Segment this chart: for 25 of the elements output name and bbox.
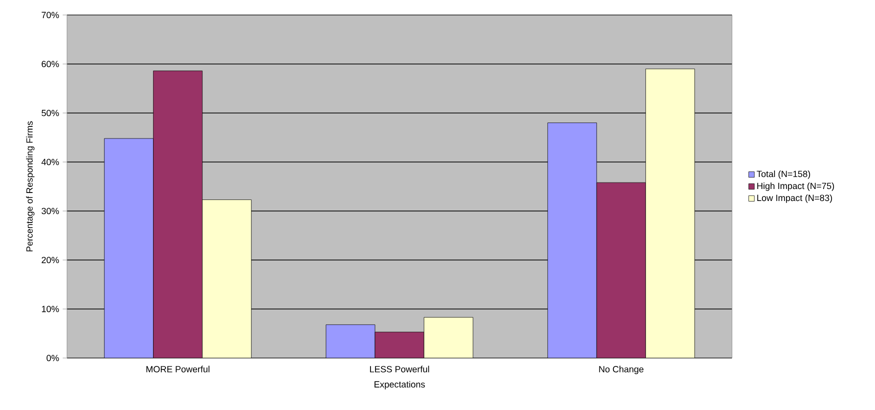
x-tick-label: MORE Powerful	[146, 366, 210, 372]
bar	[374, 332, 424, 358]
bar	[596, 182, 646, 358]
bar	[326, 324, 376, 358]
y-tick-label: 20%	[42, 256, 59, 264]
y-axis-title: Percentage of Responding Firms	[26, 121, 34, 252]
y-tick-label: 10%	[42, 306, 59, 312]
x-axis-title: Expectations	[374, 380, 425, 390]
y-tick-label: 30%	[42, 208, 59, 214]
y-tick-label: 40%	[41, 158, 59, 166]
y-tick-label: 60%	[42, 60, 59, 68]
bar	[547, 122, 597, 358]
x-tick-label: LESS Powerful	[370, 366, 430, 372]
bar	[153, 70, 203, 358]
legend-label: High Impact (N=75)	[757, 182, 834, 191]
y-tick-label: 70%	[42, 12, 59, 18]
legend-label: Low Impact (N=83)	[757, 194, 832, 203]
bar	[424, 317, 474, 358]
bar	[202, 200, 252, 358]
y-tick-label: 50%	[42, 110, 59, 116]
legend-label: Total (N=158)	[756, 170, 810, 179]
x-tick-label: No Change	[599, 366, 644, 374]
bar	[104, 138, 154, 358]
bar	[645, 68, 695, 358]
y-tick-label: 0%	[46, 354, 59, 362]
